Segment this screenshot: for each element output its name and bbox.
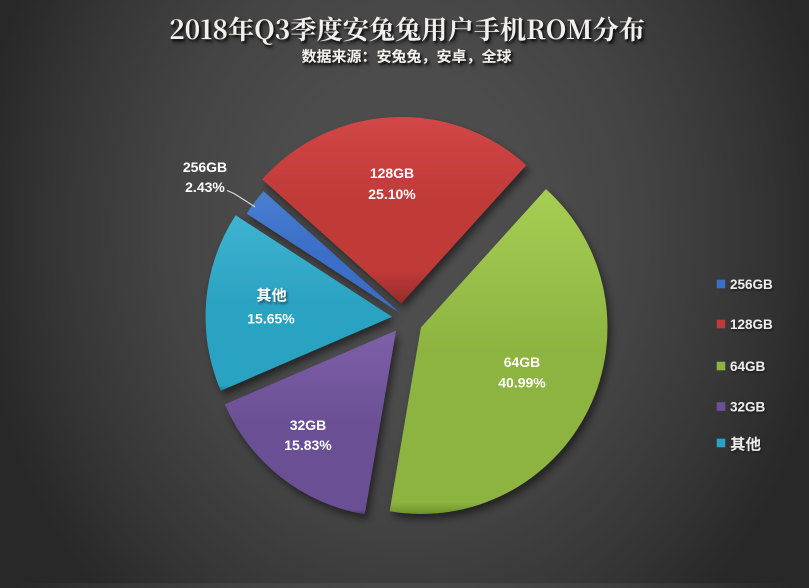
svg-text:25.10%: 25.10% (368, 186, 416, 202)
svg-text:15.83%: 15.83% (284, 437, 332, 453)
svg-text:256GB: 256GB (183, 159, 227, 175)
svg-text:256GB: 256GB (730, 277, 773, 292)
svg-text:32GB: 32GB (290, 417, 327, 433)
svg-text:15.65%: 15.65% (247, 311, 295, 327)
svg-text:2.43%: 2.43% (185, 179, 225, 195)
svg-text:128GB: 128GB (730, 317, 773, 332)
svg-text:40.99%: 40.99% (498, 375, 546, 391)
svg-text:64GB: 64GB (504, 354, 541, 370)
svg-text:64GB: 64GB (730, 359, 766, 374)
svg-text:128GB: 128GB (370, 165, 414, 181)
svg-text:32GB: 32GB (730, 400, 766, 415)
